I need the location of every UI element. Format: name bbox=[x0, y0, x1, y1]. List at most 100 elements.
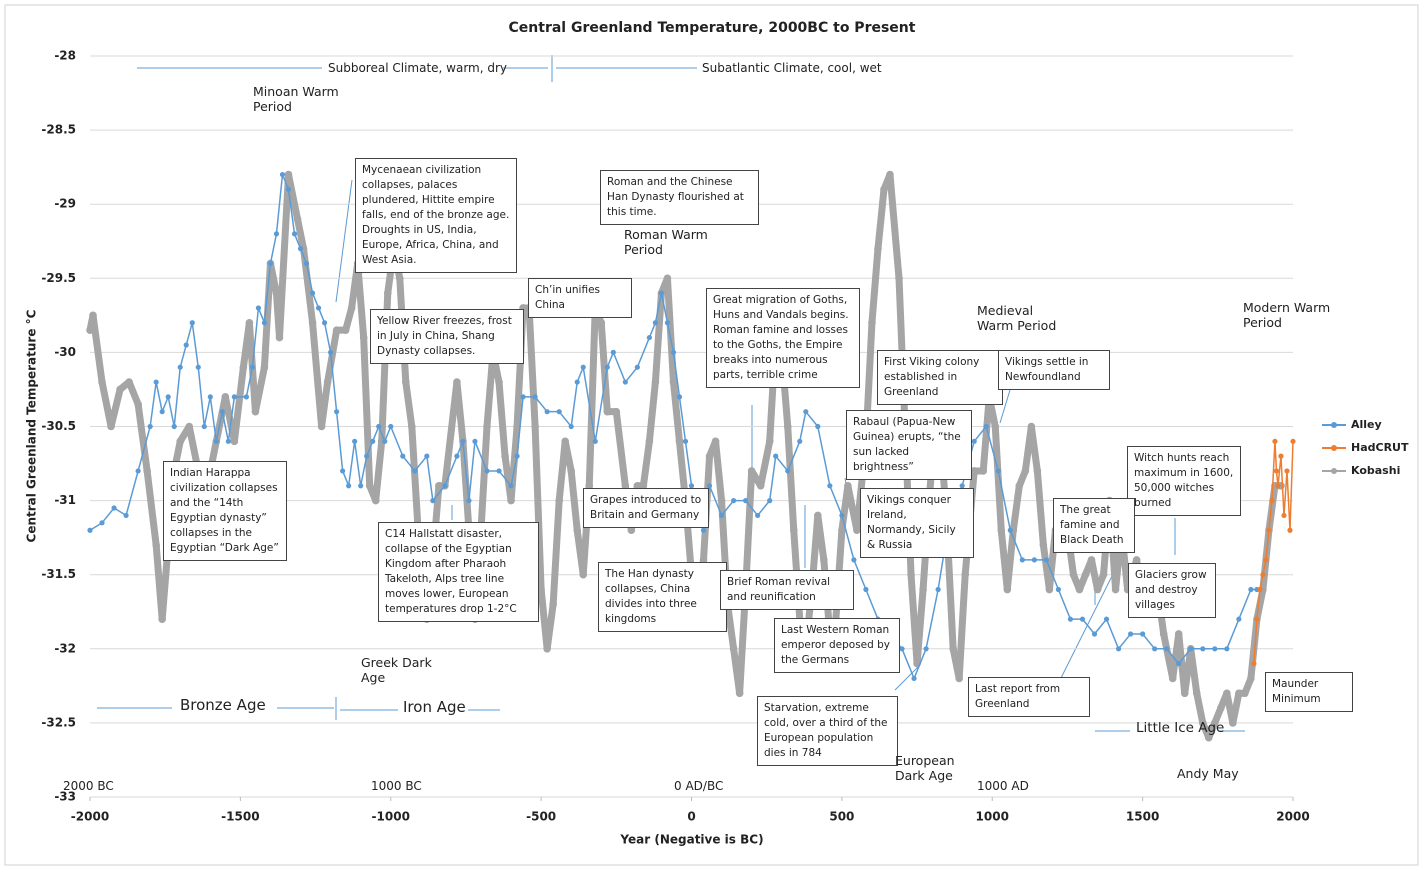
point bbox=[592, 438, 598, 444]
point bbox=[1188, 646, 1194, 652]
point bbox=[230, 437, 239, 446]
point bbox=[315, 305, 322, 311]
point bbox=[923, 646, 929, 652]
axes: -28 -28.5 -29 -29.5 -30 -30.5 -31 -31.5 -32 -32.5… bbox=[41, 49, 1309, 824]
point bbox=[454, 453, 460, 459]
point bbox=[201, 423, 207, 430]
point bbox=[134, 400, 142, 409]
legend: Alley HadCRUT Kobashi bbox=[1322, 418, 1409, 477]
point bbox=[340, 468, 346, 474]
point bbox=[251, 407, 260, 416]
point bbox=[604, 364, 610, 370]
point bbox=[815, 423, 821, 430]
point bbox=[549, 600, 557, 609]
point bbox=[711, 437, 720, 446]
point bbox=[285, 186, 292, 192]
point bbox=[622, 379, 628, 385]
point bbox=[1248, 586, 1254, 593]
point bbox=[346, 483, 352, 489]
point bbox=[466, 498, 472, 504]
series-line bbox=[89, 173, 1257, 680]
point bbox=[1007, 527, 1013, 533]
point bbox=[89, 311, 97, 320]
annotation: Subatlantic Climate, cool, wet bbox=[702, 61, 882, 75]
point bbox=[207, 394, 213, 400]
point bbox=[765, 437, 774, 446]
annotation-box: Last report from Greenland bbox=[968, 677, 1090, 717]
annotation-box: Indian Harappa civilization collapses an… bbox=[163, 461, 287, 561]
point bbox=[543, 645, 551, 653]
point bbox=[496, 468, 502, 474]
point bbox=[332, 326, 341, 334]
point bbox=[1180, 689, 1189, 698]
point bbox=[1176, 661, 1182, 667]
point bbox=[231, 394, 237, 400]
annotation-box: Mycenaean civilization collapses, palace… bbox=[355, 158, 517, 273]
point bbox=[1290, 438, 1296, 444]
point bbox=[574, 379, 580, 385]
point bbox=[682, 438, 689, 444]
point bbox=[1247, 674, 1255, 683]
point bbox=[99, 520, 105, 526]
point bbox=[961, 570, 969, 579]
point bbox=[612, 407, 621, 416]
point bbox=[1021, 467, 1030, 475]
point bbox=[911, 675, 917, 682]
point bbox=[839, 512, 845, 519]
point bbox=[87, 527, 93, 533]
point bbox=[347, 304, 356, 312]
point bbox=[352, 438, 358, 444]
point bbox=[401, 378, 410, 386]
point bbox=[1287, 527, 1293, 533]
point bbox=[731, 498, 737, 504]
point bbox=[991, 422, 1000, 431]
point bbox=[743, 498, 749, 504]
annotation-box: C14 Hallstatt disaster, collapse of the … bbox=[378, 522, 539, 622]
point bbox=[1043, 557, 1049, 563]
point bbox=[472, 438, 478, 444]
x-tick-label: 0 bbox=[687, 810, 695, 824]
point bbox=[520, 394, 526, 400]
point bbox=[532, 394, 538, 400]
point bbox=[844, 481, 852, 490]
chart-border bbox=[4, 4, 1419, 866]
point bbox=[579, 570, 588, 579]
point bbox=[195, 364, 201, 370]
point bbox=[868, 318, 876, 327]
annotation: Little Ice Age bbox=[1136, 720, 1225, 736]
point bbox=[851, 557, 857, 563]
annotation-box: The Han dynasty collapses, China divides… bbox=[598, 562, 727, 632]
annotation-box: The great famine and Black Death bbox=[1053, 498, 1135, 553]
point bbox=[1168, 674, 1177, 683]
point bbox=[293, 215, 302, 223]
series bbox=[1251, 438, 1296, 667]
y-tick-label: -28.5 bbox=[41, 123, 76, 137]
point bbox=[370, 438, 376, 444]
point bbox=[997, 526, 1006, 535]
point bbox=[567, 467, 575, 475]
point bbox=[98, 378, 106, 386]
x-tick-label: 1000 bbox=[976, 810, 1009, 824]
point bbox=[189, 320, 195, 326]
y-tick-label: -28 bbox=[54, 49, 76, 63]
point bbox=[919, 585, 927, 594]
point bbox=[880, 185, 888, 194]
point bbox=[1093, 585, 1102, 594]
point bbox=[279, 171, 286, 178]
point bbox=[1235, 689, 1243, 698]
point bbox=[785, 468, 791, 474]
point bbox=[1087, 556, 1096, 564]
legend-marker bbox=[1331, 422, 1337, 428]
point bbox=[261, 320, 268, 326]
point bbox=[219, 409, 225, 415]
point bbox=[1055, 586, 1062, 593]
point bbox=[123, 512, 129, 519]
point bbox=[652, 320, 659, 326]
pointer bbox=[894, 664, 921, 691]
point bbox=[147, 423, 153, 430]
point bbox=[460, 438, 466, 444]
point bbox=[537, 585, 545, 594]
point bbox=[243, 394, 249, 400]
point bbox=[1067, 616, 1074, 622]
point bbox=[1015, 481, 1024, 490]
